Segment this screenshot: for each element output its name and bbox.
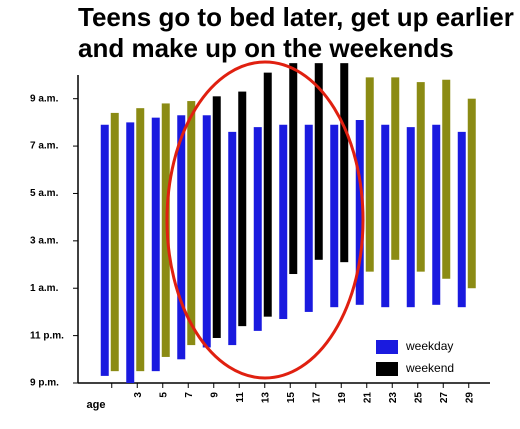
chart-title: Teens go to bed later, get up earlier an… <box>78 2 514 63</box>
bars <box>100 63 476 383</box>
bar <box>330 124 339 308</box>
bar <box>228 131 237 346</box>
x-tick-label: 15 <box>286 392 297 404</box>
bar <box>100 124 109 376</box>
y-tick-label: 9 p.m. <box>30 378 59 389</box>
bar <box>212 96 221 338</box>
bar <box>187 101 196 346</box>
legend-label: weekday <box>405 339 453 353</box>
bar <box>263 72 272 317</box>
bar <box>442 79 451 279</box>
bar <box>340 63 349 263</box>
bar <box>151 117 160 372</box>
bar <box>126 122 135 383</box>
y-tick-label: 1 a.m. <box>30 283 59 294</box>
x-tick-label: 19 <box>337 392 348 404</box>
highlight-ellipse <box>165 60 365 380</box>
bar <box>365 77 374 272</box>
x-tick-label: 21 <box>362 392 373 404</box>
legend-swatch <box>376 340 398 354</box>
bar <box>406 127 415 308</box>
y-tick-label: 9 a.m. <box>30 93 59 104</box>
bar <box>238 91 247 327</box>
x-tick-label: 5 <box>158 392 169 398</box>
x-tick-label: 29 <box>464 392 475 404</box>
bar <box>177 115 186 360</box>
y-tick-label: 3 a.m. <box>30 235 59 246</box>
y-tick-label: 11 p.m. <box>30 330 64 341</box>
x-tick-label: 17 <box>311 392 322 404</box>
bar <box>467 98 476 289</box>
bar <box>432 124 441 305</box>
legend-label: weekend <box>405 361 454 375</box>
x-tick-label: 11 <box>235 392 246 403</box>
x-tick-label: 25 <box>413 392 424 404</box>
x-tick-label: 7 <box>184 392 195 398</box>
bar <box>457 131 466 308</box>
x-tick-label: 27 <box>439 392 450 404</box>
legend-swatch <box>376 362 398 376</box>
bar <box>391 77 400 260</box>
y-tick-label: 7 a.m. <box>30 141 59 152</box>
x-tick-label: 3 <box>133 392 144 398</box>
bar <box>253 127 262 331</box>
bar <box>304 124 313 312</box>
legend: weekday weekend <box>376 339 454 376</box>
bar <box>289 63 298 275</box>
bar <box>416 82 425 272</box>
bar <box>355 120 364 305</box>
bar <box>279 124 288 320</box>
x-tick-label: 13 <box>260 392 271 404</box>
bar <box>381 124 390 308</box>
x-tick-label: 9 <box>209 392 220 398</box>
bar <box>314 63 323 260</box>
y-tick-label: 5 a.m. <box>30 188 59 199</box>
bar <box>136 108 145 372</box>
bar <box>202 115 211 348</box>
x-axis-label: age <box>87 399 106 411</box>
bar <box>110 112 119 372</box>
x-tick-label: 23 <box>388 392 399 404</box>
